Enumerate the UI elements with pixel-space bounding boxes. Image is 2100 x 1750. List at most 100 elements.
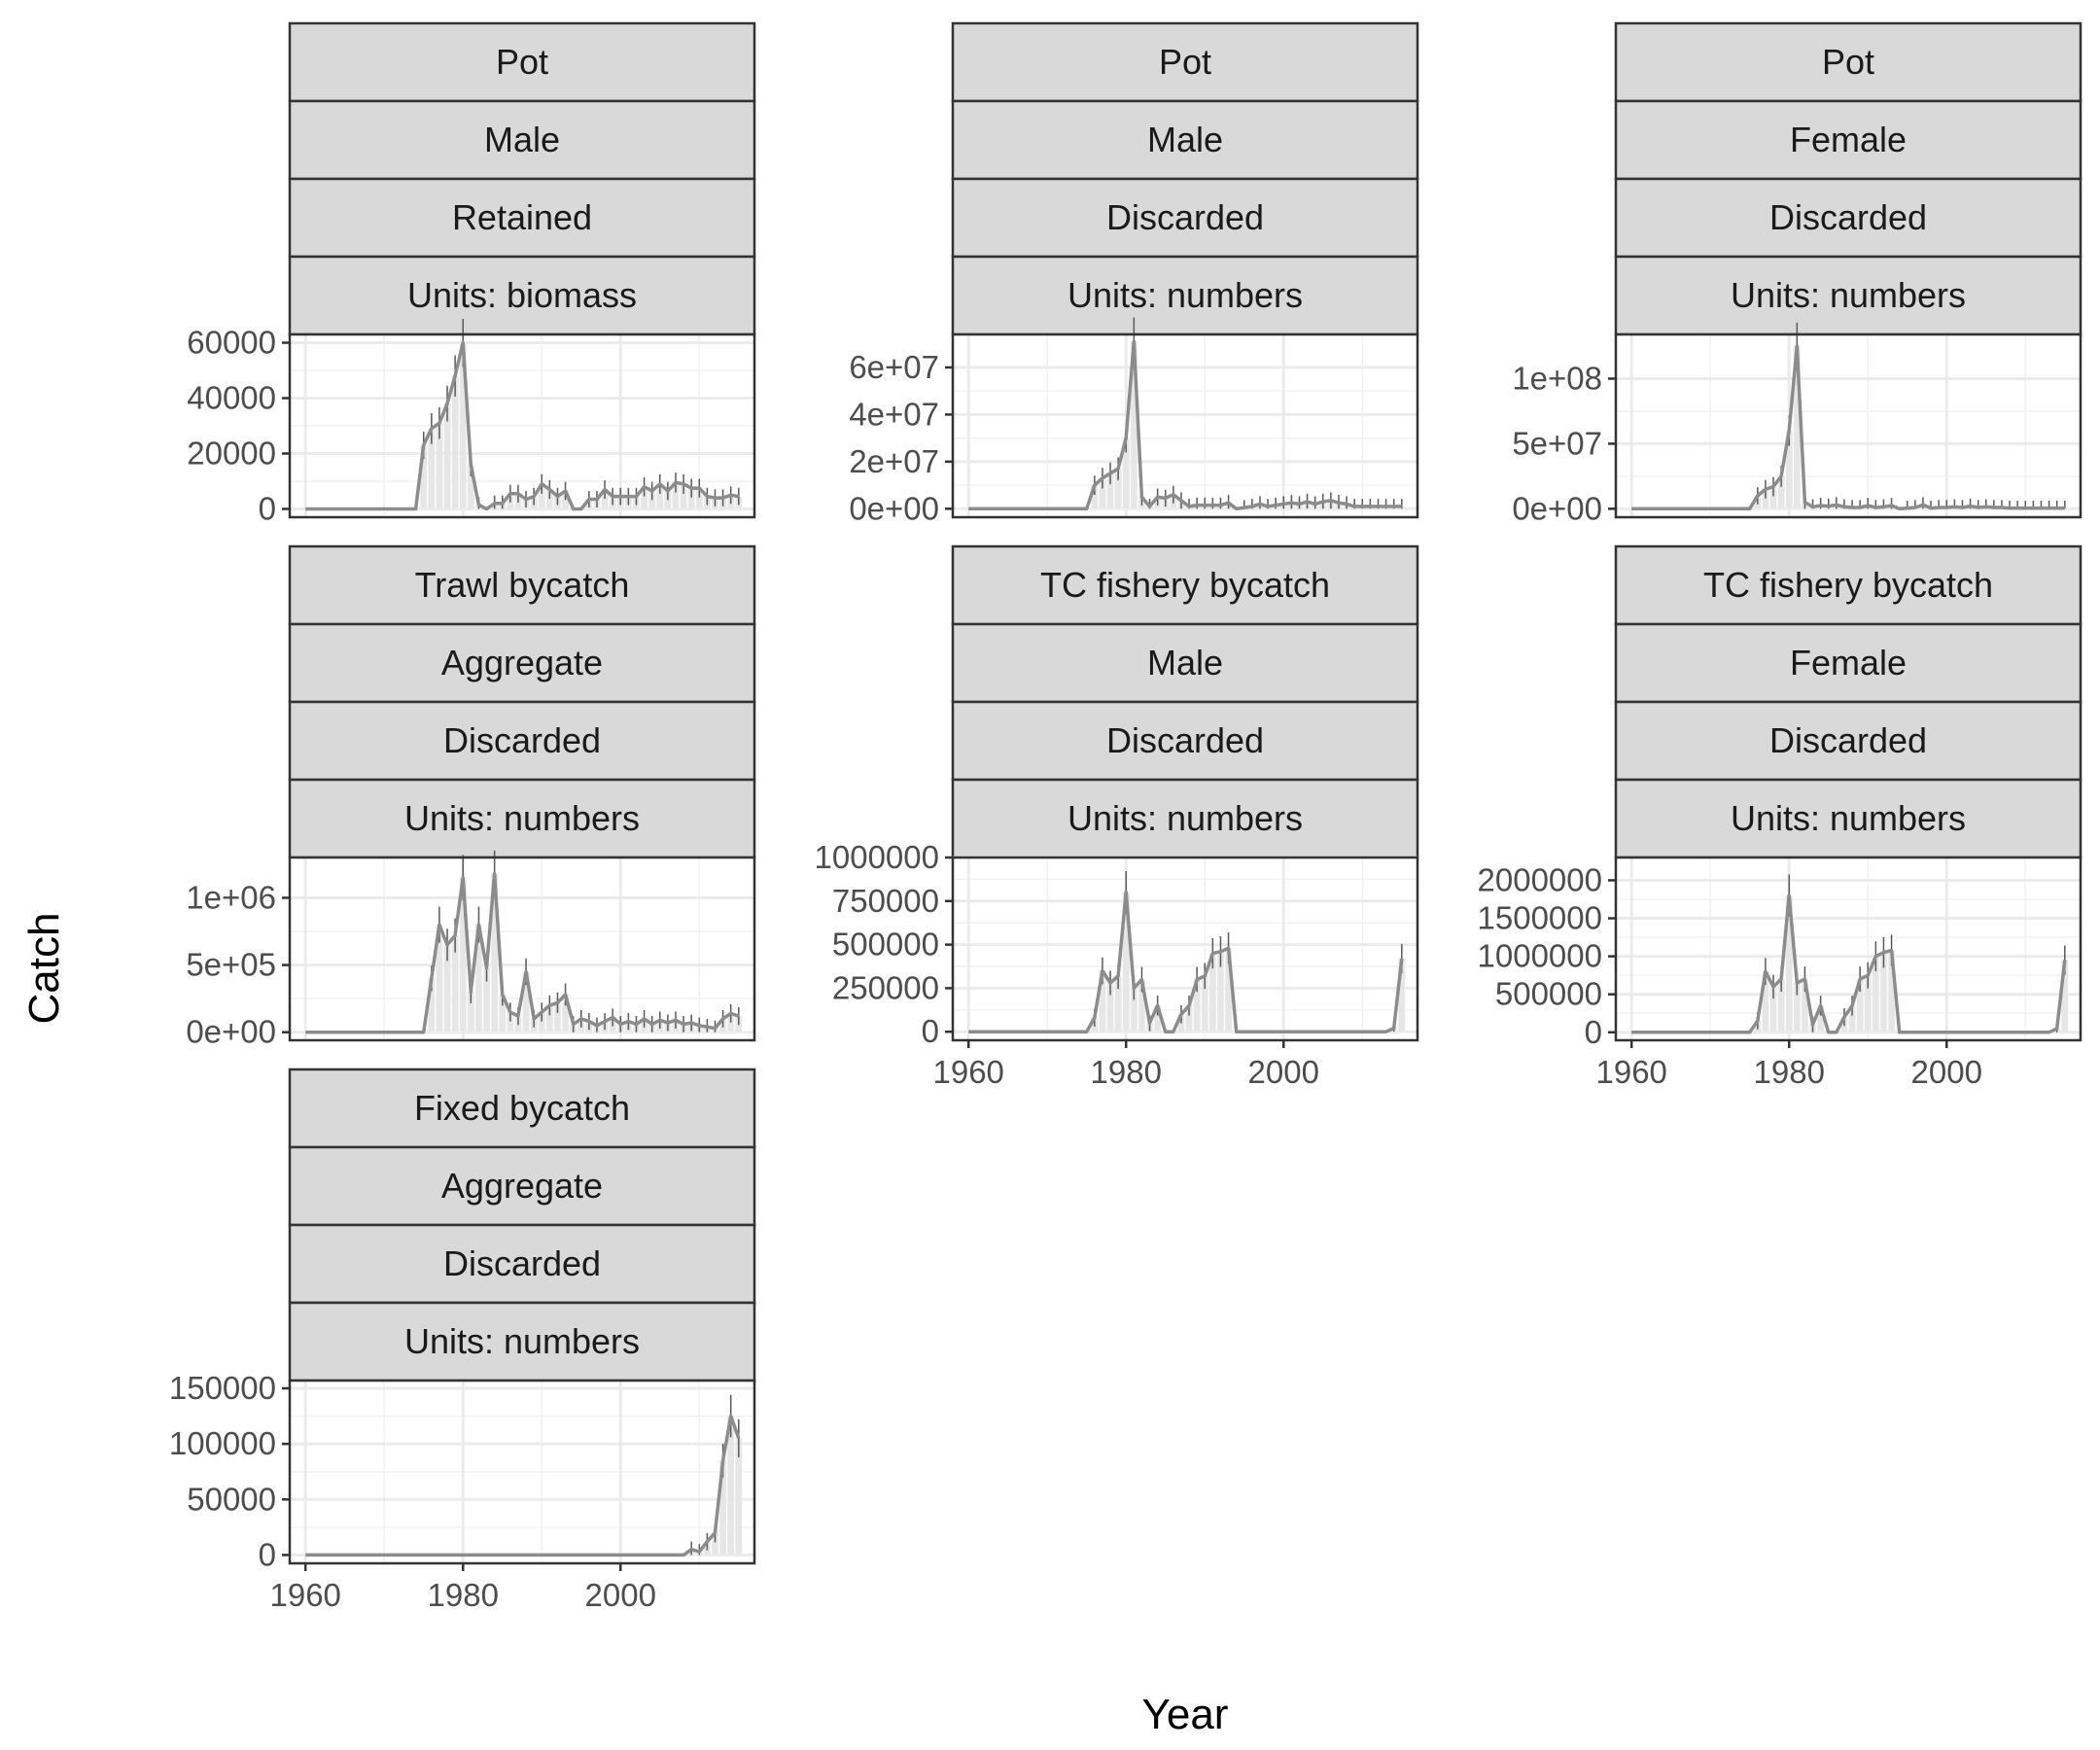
y-tick-label: 50000	[187, 1481, 276, 1517]
facet-strip-label: Male	[1147, 643, 1223, 682]
facet-strip	[288, 1223, 756, 1305]
facet-panel-5: TC fishery bycatch Male Discarded Units: nu…	[815, 544, 1419, 1090]
facet-strip-label: Discarded	[443, 720, 601, 760]
facet-strip	[1614, 21, 2082, 103]
facet-strip	[951, 778, 1419, 859]
x-tick-label: 1980	[1754, 1054, 1825, 1090]
y-tick-label: 500000	[1495, 976, 1602, 1012]
plot-background	[953, 858, 1418, 1040]
facet-strip	[951, 622, 1419, 704]
catch-line	[968, 339, 1402, 511]
facet-panel-7: Fixed bycatch Aggregate Discarded Units: nu…	[169, 1068, 756, 1613]
y-tick-label: 2e+07	[849, 443, 939, 479]
y-tick-label: 100000	[169, 1425, 276, 1461]
facet-strip-label: Pot	[1822, 42, 1874, 82]
y-tick-label: 150000	[169, 1370, 276, 1406]
y-tick-label: 0e+00	[849, 490, 939, 526]
facet-strip-label: Discarded	[1106, 720, 1264, 760]
catch-line	[305, 340, 740, 511]
panel-border	[951, 332, 1419, 519]
facet-strip-label: TC fishery bycatch	[1040, 565, 1330, 605]
x-tick-label: 1960	[932, 1054, 1003, 1090]
plot-background	[953, 334, 1418, 517]
y-tick-label: 1e+06	[186, 879, 276, 915]
facet-strip-label: Units: numbers	[404, 1321, 640, 1361]
facet-strip	[1614, 177, 2082, 259]
facet-strip-label: Female	[1790, 643, 1907, 682]
facet-strip	[1614, 778, 2082, 859]
facet-strip	[951, 700, 1419, 782]
panel-border	[288, 856, 756, 1042]
facet-strip-label: Pot	[496, 42, 548, 82]
facet-strip	[288, 21, 756, 103]
facet-strip	[288, 99, 756, 181]
facet-strip-label: Fixed bycatch	[414, 1088, 630, 1128]
facet-strip-label: Units: numbers	[1068, 275, 1303, 315]
panel-border	[1614, 856, 2082, 1042]
facet-strip-label: Units: numbers	[1731, 798, 1966, 838]
facet-strip-label: Female	[1790, 120, 1907, 159]
x-axis-title: Year	[1142, 1691, 1229, 1738]
y-tick-label: 0	[922, 1013, 939, 1049]
facet-strip	[288, 1068, 756, 1149]
x-tick-label: 2000	[1248, 1054, 1319, 1090]
x-tick-label: 1960	[1595, 1054, 1666, 1090]
facet-strip	[1614, 99, 2082, 181]
facet-strip-label: Aggregate	[441, 1166, 603, 1206]
catch-line	[968, 891, 1404, 1033]
y-tick-label: 5e+07	[1512, 425, 1602, 461]
facet-strip-label: Male	[484, 120, 560, 159]
facet-panel-4: Trawl bycatch Aggregate Discarded Units: nu…	[186, 544, 756, 1050]
catch-line	[1631, 344, 2065, 511]
facet-strip	[951, 177, 1419, 259]
y-tick-label: 60000	[187, 325, 276, 361]
facet-panel-2: Pot Male Discarded Units: numbers 0e+00 2e+07…	[849, 21, 1419, 526]
catch-line	[305, 871, 740, 1034]
facet-strip-label: Discarded	[1769, 197, 1927, 237]
y-tick-label: 1000000	[1478, 938, 1602, 974]
facet-strip	[288, 778, 756, 859]
y-tick-label: 1500000	[1478, 900, 1602, 936]
facet-strip	[1614, 622, 2082, 704]
facet-strip	[288, 255, 756, 336]
facet-strip	[288, 1301, 756, 1382]
facet-strip	[1614, 700, 2082, 782]
y-tick-label: 0	[1585, 1014, 1602, 1050]
catch-line	[1631, 893, 2067, 1034]
x-tick-label: 1980	[428, 1577, 499, 1613]
catch-line	[305, 1414, 741, 1558]
facet-panel-3: Pot Female Discarded Units: numbers 0e+00 5e+…	[1512, 21, 2082, 526]
facet-strip-label: Units: biomass	[407, 275, 637, 315]
facet-strip-label: Pot	[1159, 42, 1211, 82]
facet-strip-label: Discarded	[1769, 720, 1927, 760]
facet-strip	[288, 177, 756, 259]
y-tick-label: 1000000	[815, 839, 939, 875]
y-tick-label: 250000	[832, 969, 939, 1005]
panel-border	[951, 856, 1419, 1042]
y-tick-label: 0	[259, 1536, 276, 1572]
facet-strip-label: Trawl bycatch	[415, 565, 630, 605]
y-axis-title: Catch	[20, 913, 68, 1025]
facet-panel-6: TC fishery bycatch Female Discarded Units: …	[1478, 544, 2082, 1090]
facet-strip-label: TC fishery bycatch	[1703, 565, 1993, 605]
y-tick-label: 0	[259, 490, 276, 526]
x-tick-label: 1980	[1091, 1054, 1162, 1090]
y-tick-label: 4e+07	[849, 396, 939, 432]
facet-strip-label: Male	[1147, 120, 1223, 159]
x-tick-label: 1960	[269, 1577, 340, 1613]
facet-strip-label: Units: numbers	[1731, 275, 1966, 315]
y-tick-label: 750000	[832, 883, 939, 919]
y-tick-label: 20000	[187, 435, 276, 471]
facet-strip	[288, 544, 756, 626]
facet-strip	[288, 1145, 756, 1227]
facet-strip-label: Discarded	[1106, 197, 1264, 237]
x-tick-label: 2000	[585, 1577, 656, 1613]
facet-strip-label: Retained	[452, 197, 592, 237]
y-tick-label: 500000	[832, 927, 939, 962]
facet-strip	[951, 544, 1419, 626]
panel-border	[288, 332, 756, 519]
y-tick-label: 2000000	[1478, 861, 1602, 897]
y-tick-label: 0e+00	[186, 1014, 276, 1050]
facet-strip-label: Units: numbers	[404, 798, 640, 838]
